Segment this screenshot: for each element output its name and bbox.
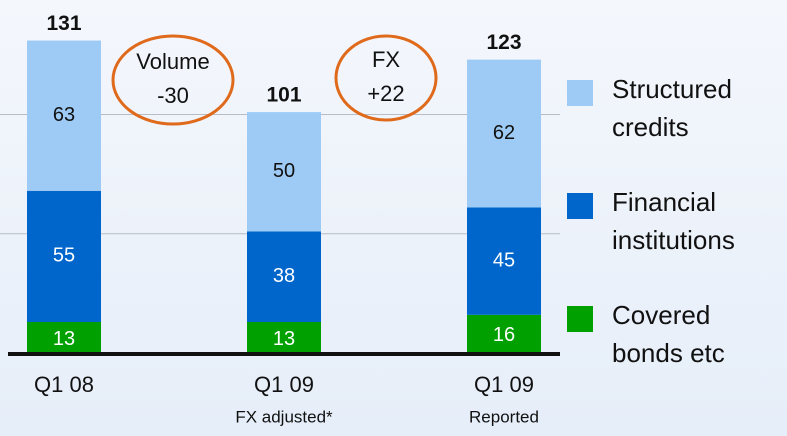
- bar-segment: [467, 207, 541, 315]
- data-label: 62: [493, 122, 515, 144]
- data-label: 45: [493, 249, 515, 271]
- legend-label: Structured credits: [612, 74, 732, 142]
- bar-segment: [27, 40, 101, 191]
- legend-label: Financial institutions: [612, 187, 735, 255]
- bar-segment: [247, 231, 321, 322]
- category-note: Reported: [469, 407, 539, 426]
- total-label: 131: [46, 12, 81, 35]
- annotation-text: FX: [372, 47, 400, 72]
- total-label: 101: [266, 84, 301, 107]
- annotation-text: -30: [157, 83, 189, 108]
- x-tick-label: Q1 08: [34, 372, 94, 397]
- data-label: 38: [273, 265, 295, 287]
- annotation-ellipse: [334, 34, 438, 122]
- total-label: 123: [486, 31, 521, 54]
- bar-segment: [27, 321, 101, 353]
- data-label: 63: [53, 104, 75, 126]
- data-label: 16: [493, 324, 515, 346]
- x-tick-label: Q1 09: [254, 372, 314, 397]
- bar-segment: [247, 321, 321, 353]
- annotation-text: Volume: [136, 49, 209, 74]
- bar-segment: [247, 112, 321, 232]
- annotation-text: +22: [367, 81, 404, 106]
- category-note: FX adjusted*: [235, 407, 333, 426]
- x-tick-label: Q1 09: [474, 372, 534, 397]
- data-label: 50: [273, 160, 295, 182]
- legend-swatch: [567, 306, 593, 332]
- data-label: 55: [53, 245, 75, 267]
- data-label: 13: [273, 328, 295, 350]
- legend-swatch: [567, 193, 593, 219]
- bar-segment: [467, 59, 541, 208]
- legend-swatch: [567, 80, 593, 106]
- legend-label: Covered bonds etc: [612, 300, 725, 368]
- bar-segment: [27, 190, 101, 322]
- annotation-ellipse: [111, 34, 235, 126]
- bar-segment: [467, 314, 541, 353]
- data-label: 13: [53, 328, 75, 350]
